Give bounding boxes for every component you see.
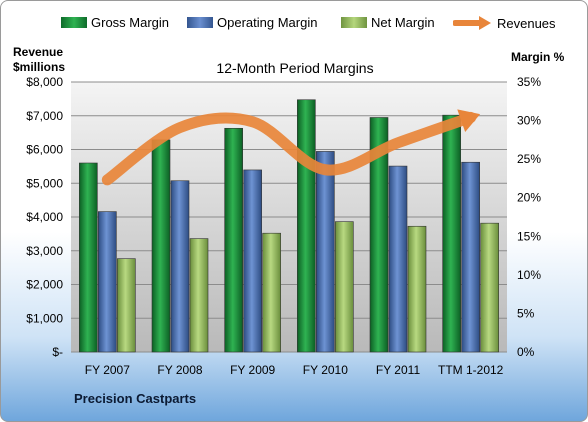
legend-item-revenues: Revenues <box>453 15 556 31</box>
left-tick-label: $7,000 <box>26 109 63 123</box>
right-tick-label: 20% <box>517 191 541 205</box>
chart-title: 12-Month Period Margins <box>216 60 374 76</box>
right-tick-label: 0% <box>517 345 535 359</box>
right-tick-label: 10% <box>517 268 541 282</box>
legend-label-operating-margin: Operating Margin <box>217 15 318 30</box>
legend-swatch-revenues <box>453 16 491 30</box>
legend-swatch-operating-margin <box>187 17 213 28</box>
left-tick-label: $4,000 <box>26 210 63 224</box>
left-tick-label: $3,000 <box>26 244 63 258</box>
legend-item-gross-margin: Gross Margin <box>61 15 169 30</box>
right-axis-title: Margin % <box>511 50 565 64</box>
bar-operating-margin <box>461 161 480 353</box>
left-tick-label: $1,000 <box>26 311 63 325</box>
legend-label-net-margin: Net Margin <box>371 15 435 30</box>
x-tick-label: FY 2011 <box>376 363 421 377</box>
bar-operating-margin <box>388 165 408 353</box>
bar-gross-margin <box>224 127 243 353</box>
revenues-line <box>101 111 477 186</box>
bar-net-margin <box>117 258 136 353</box>
left-tick-label: $5,000 <box>26 176 63 190</box>
right-tick-label: 35% <box>517 75 541 89</box>
legend-swatch-net-margin <box>341 17 367 28</box>
legend-label-gross-margin: Gross Margin <box>91 15 170 30</box>
bar-operating-margin <box>243 169 262 353</box>
bar-gross-margin <box>151 139 171 353</box>
legend-label-revenues: Revenues <box>497 15 556 31</box>
right-tick-label: 25% <box>517 152 541 166</box>
left-axis-title: Revenue $millions <box>13 45 65 75</box>
left-axis-title-line2: $millions <box>13 60 66 74</box>
revenues-arrowhead <box>457 109 481 133</box>
left-tick-label: $- <box>52 345 63 359</box>
bar-gross-margin <box>79 162 98 353</box>
legend: Gross Margin Operating Margin Net Margin… <box>1 15 587 35</box>
bar-net-margin <box>189 238 209 353</box>
right-tick-label: 5% <box>517 306 535 320</box>
left-tick-label: $6,000 <box>26 143 63 157</box>
left-axis-title-line1: Revenue <box>13 45 64 59</box>
bar-net-margin <box>480 222 499 353</box>
right-tick-label: 30% <box>517 114 541 128</box>
bar-net-margin <box>262 232 281 353</box>
company-name: Precision Castparts <box>74 391 197 406</box>
x-tick-label: FY 2007 <box>85 363 130 377</box>
bar-operating-margin <box>170 180 190 353</box>
bar-operating-margin <box>98 211 117 353</box>
bar-gross-margin <box>369 117 389 353</box>
legend-item-net-margin: Net Margin <box>341 15 435 30</box>
right-tick-label: 15% <box>517 229 541 243</box>
x-tick-label: FY 2009 <box>230 363 275 377</box>
legend-swatch-gross-margin <box>61 17 87 28</box>
bar-net-margin <box>335 221 354 353</box>
bar-operating-margin <box>316 151 335 353</box>
bar-gross-margin <box>442 114 461 353</box>
bar-gross-margin <box>297 99 316 353</box>
left-tick-label: $8,000 <box>26 75 63 89</box>
x-tick-label: TTM 1-2012 <box>438 363 504 377</box>
left-tick-label: $2,000 <box>26 278 63 292</box>
x-tick-label: FY 2008 <box>157 363 202 377</box>
legend-item-operating-margin: Operating Margin <box>187 15 317 30</box>
x-tick-label: FY 2010 <box>303 363 348 377</box>
bar-net-margin <box>407 225 427 353</box>
